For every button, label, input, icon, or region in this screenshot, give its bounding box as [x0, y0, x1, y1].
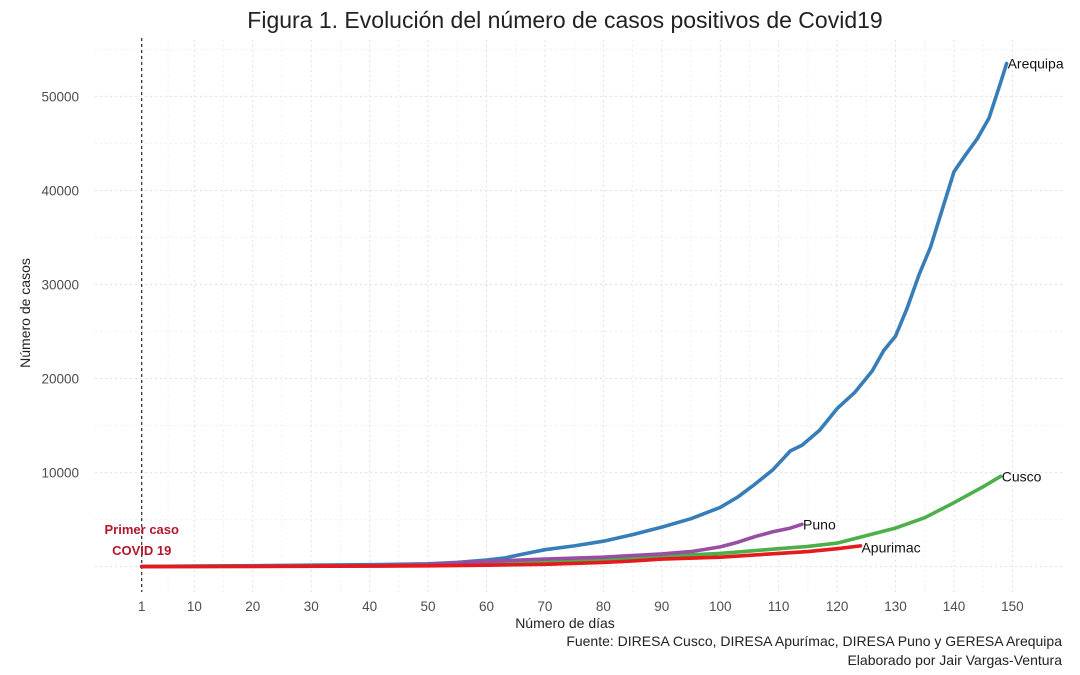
series-label-cusco: Cusco: [1002, 468, 1042, 484]
x-tick-label: 20: [245, 599, 260, 614]
grid: [95, 40, 1065, 592]
x-tick-label: 60: [479, 599, 494, 614]
chart-title: Figura 1. Evolución del número de casos …: [247, 7, 882, 33]
series-lines: [139, 61, 1009, 569]
x-tick-label: 70: [537, 599, 552, 614]
x-tick-label: 40: [362, 599, 377, 614]
x-tick-label: 80: [596, 599, 611, 614]
x-axis-ticks: 1 10 20 30 40 50 60 70 80 90 100 110 120 130 140 150: [138, 599, 1024, 614]
series-label-arequipa: Arequipa: [1008, 56, 1064, 72]
annotation-line-1: Primer caso: [105, 522, 179, 537]
series-label-puno: Puno: [803, 516, 836, 532]
x-tick-label: 110: [768, 599, 790, 614]
y-tick-label: 10000: [41, 466, 79, 481]
x-tick-label: 50: [421, 599, 436, 614]
y-tick-label: 40000: [41, 183, 79, 198]
annotation-line-2: COVID 19: [112, 543, 171, 558]
x-tick-label: 140: [943, 599, 966, 614]
x-tick-label: 30: [304, 599, 319, 614]
x-tick-label: 10: [187, 599, 202, 614]
y-axis-label: Número de casos: [17, 258, 33, 368]
series-line-apurimac: [139, 544, 863, 569]
caption-author: Elaborado por Jair Vargas-Ventura: [847, 652, 1062, 668]
caption-source: Fuente: DIRESA Cusco, DIRESA Apurímac, D…: [566, 633, 1062, 649]
x-tick-label: 130: [884, 599, 907, 614]
series-labels: Arequipa Cusco Puno Apurimac: [803, 56, 1064, 556]
series-label-apurimac: Apurimac: [861, 539, 920, 555]
y-tick-label: 20000: [41, 372, 79, 387]
y-tick-label: 50000: [41, 89, 79, 104]
x-axis-label: Número de días: [515, 615, 615, 631]
x-tick-label: 100: [709, 599, 732, 614]
x-tick-label: 90: [654, 599, 669, 614]
y-axis-ticks: 10000 20000 30000 40000 50000: [41, 89, 79, 480]
x-tick-label: 120: [826, 599, 849, 614]
y-tick-label: 30000: [41, 277, 79, 292]
x-tick-label: 1: [138, 599, 146, 614]
x-tick-label: 150: [1001, 599, 1024, 614]
